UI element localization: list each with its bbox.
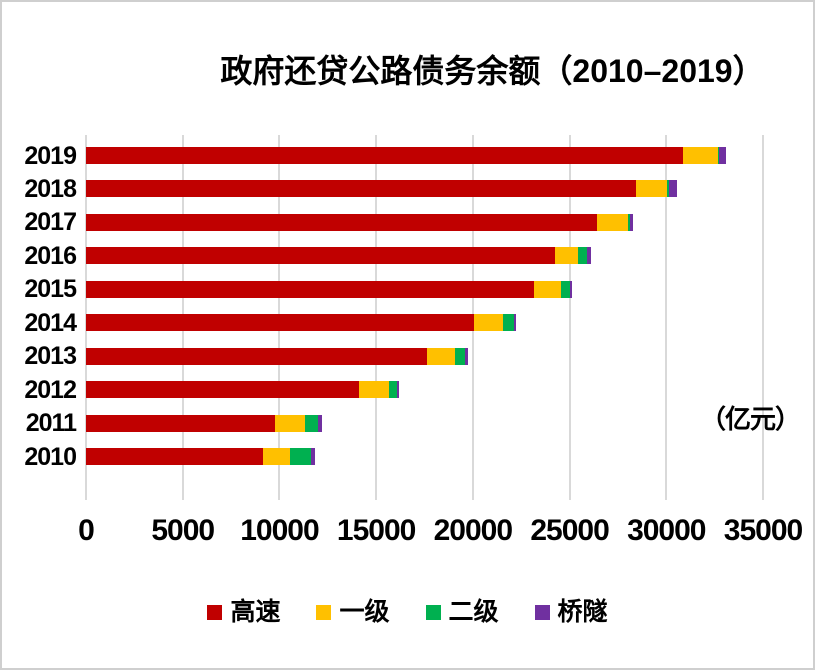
- bar-segment-2015-二级: [561, 280, 570, 298]
- bar-segment-2011-二级: [305, 414, 319, 432]
- y-axis-label-2019: 2019: [24, 141, 77, 170]
- y-axis-label-2013: 2013: [24, 342, 77, 371]
- bar-segment-2018-高速: [86, 180, 636, 198]
- bar-segment-2011-桥隧: [318, 414, 322, 432]
- x-axis-label-30000: 30000: [627, 514, 706, 547]
- x-axis-label-15000: 15000: [336, 514, 416, 547]
- x-axis-label-0: 0: [78, 514, 95, 547]
- bar-segment-2019-二级: [717, 147, 720, 164]
- bar-segment-2013-一级: [426, 347, 456, 365]
- gridline-30000: [665, 135, 668, 500]
- bar-row-2010: [86, 448, 316, 466]
- bar-segment-2016-桥隧: [586, 247, 591, 265]
- bar-segment-2010-高速: [86, 448, 263, 466]
- bar-row-2016: [86, 247, 591, 265]
- bar-segment-2019-一级: [682, 147, 718, 164]
- bar-row-2019: [86, 147, 727, 164]
- bar-segment-2015-高速: [86, 280, 535, 298]
- y-axis-label-2017: 2017: [24, 208, 77, 237]
- bar-segment-2014-桥隧: [513, 314, 516, 332]
- bar-segment-2019-桥隧: [719, 147, 727, 164]
- legend-swatch-icon: [316, 605, 332, 620]
- bar-segment-2018-一级: [635, 180, 667, 198]
- y-axis-label-2016: 2016: [24, 241, 77, 270]
- legend-item-高速: 高速: [207, 600, 280, 625]
- legend-swatch-icon: [425, 605, 441, 620]
- plot-area: [85, 135, 764, 500]
- bar-segment-2017-桥隧: [629, 213, 634, 231]
- x-axis-label-5000: 5000: [151, 514, 215, 547]
- y-axis-label-2015: 2015: [24, 275, 77, 304]
- bar-segment-2017-高速: [86, 213, 598, 231]
- bar-segment-2016-一级: [555, 247, 578, 265]
- bar-segment-2012-一级: [359, 381, 389, 399]
- bar-row-2018: [86, 180, 677, 198]
- bar-segment-2010-一级: [262, 448, 291, 466]
- x-axis-label-20000: 20000: [433, 514, 513, 547]
- y-axis-label-2012: 2012: [24, 375, 77, 404]
- y-axis-label-2011: 2011: [25, 409, 77, 438]
- bar-segment-2017-一级: [597, 213, 628, 231]
- bar-segment-2012-高速: [86, 381, 360, 399]
- legend-item-二级: 二级: [425, 598, 499, 626]
- legend-label: 二级: [448, 598, 499, 626]
- bar-row-2017: [86, 213, 634, 231]
- bar-segment-2013-高速: [86, 347, 427, 365]
- bar-segment-2013-二级: [455, 347, 465, 365]
- bar-segment-2012-二级: [388, 381, 397, 399]
- legend-item-桥隧: 桥隧: [534, 598, 608, 626]
- chart-title: 政府还贷公路债务余额（2010–2019）: [220, 53, 765, 89]
- bar-segment-2014-一级: [474, 314, 503, 332]
- x-axis-label-10000: 10000: [240, 514, 319, 547]
- bar-segment-2014-高速: [86, 314, 475, 332]
- gridline-25000: [568, 135, 571, 500]
- legend-label: 一级: [339, 598, 390, 626]
- bar-row-2014: [86, 314, 516, 332]
- bar-segment-2018-桥隧: [669, 180, 677, 198]
- bar-segment-2014-二级: [502, 314, 514, 332]
- bar-segment-2012-桥隧: [396, 381, 400, 399]
- legend-item-一级: 一级: [316, 598, 390, 626]
- legend-swatch-icon: [207, 605, 223, 620]
- bar-segment-2016-二级: [577, 247, 587, 265]
- bar-segment-2019-高速: [86, 147, 683, 164]
- legend-label: 桥隧: [557, 598, 608, 626]
- gridline-35000: [762, 135, 764, 500]
- x-axis-label-25000: 25000: [530, 514, 609, 547]
- y-axis-label-2010: 2010: [24, 442, 77, 471]
- y-axis-label-2014: 2014: [24, 308, 77, 337]
- bar-row-2012: [86, 381, 400, 399]
- bar-row-2013: [86, 347, 468, 365]
- bar-segment-2013-桥隧: [464, 347, 468, 365]
- bar-segment-2016-高速: [86, 247, 556, 265]
- legend-label: 高速: [230, 598, 281, 626]
- bar-segment-2015-一级: [534, 280, 562, 298]
- bar-segment-2015-桥隧: [569, 280, 573, 298]
- legend: 高速 一级 二级 桥隧: [2, 600, 813, 625]
- legend-swatch-icon: [534, 605, 550, 620]
- x-axis-label-35000: 35000: [723, 514, 803, 547]
- bar-segment-2018-二级: [666, 180, 670, 198]
- bar-segment-2011-一级: [275, 414, 306, 432]
- bar-row-2011: [86, 414, 322, 432]
- bar-row-2015: [86, 280, 573, 298]
- bar-segment-2010-二级: [290, 448, 311, 466]
- bar-segment-2017-二级: [627, 213, 630, 231]
- bar-segment-2010-桥隧: [310, 448, 316, 466]
- y-axis-label-2018: 2018: [24, 174, 77, 203]
- bar-segment-2011-高速: [86, 414, 276, 432]
- unit-label: （亿元）: [700, 404, 801, 434]
